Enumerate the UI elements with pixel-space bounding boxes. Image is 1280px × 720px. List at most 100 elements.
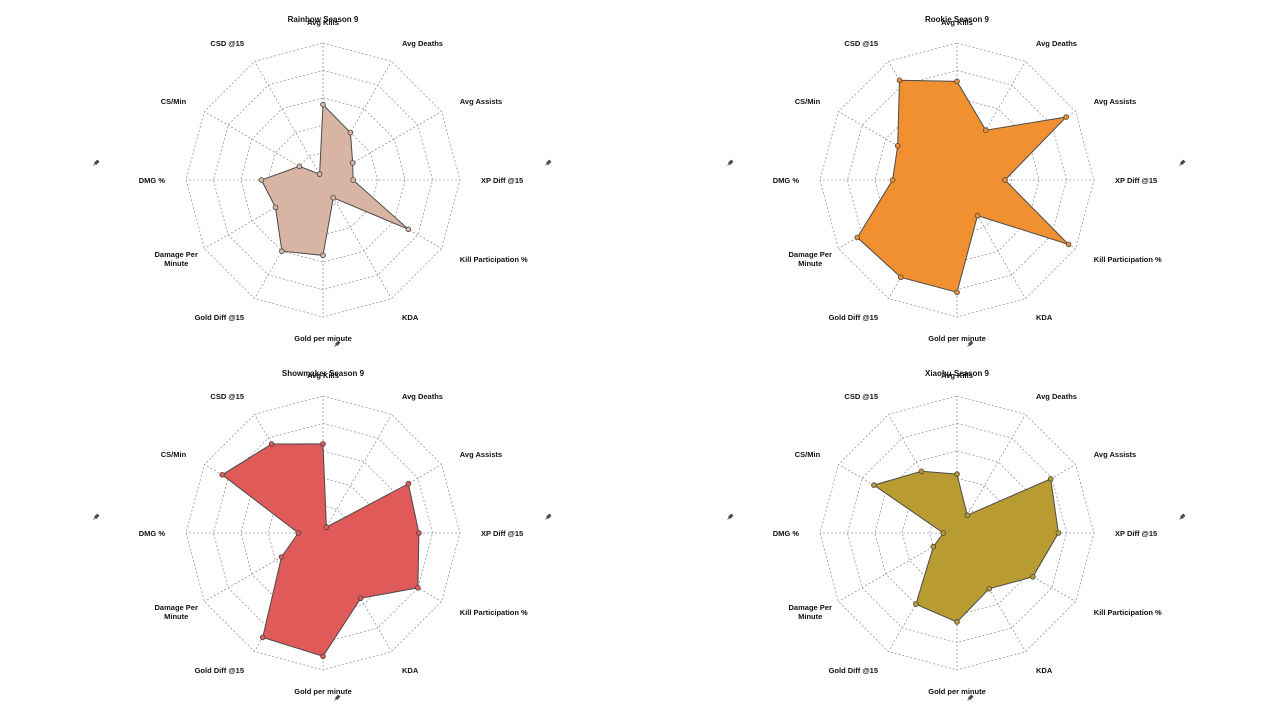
- axis-label: DMG %: [773, 529, 800, 538]
- data-point: [272, 204, 279, 211]
- axis-label: CSD @15: [844, 39, 878, 48]
- data-point: [296, 163, 303, 170]
- data-point: [896, 77, 903, 84]
- grid-spoke: [204, 111, 324, 181]
- axis-label: KDA: [402, 313, 419, 322]
- data-point: [954, 471, 960, 477]
- axis-label: CS/Min: [795, 97, 821, 106]
- grid-spoke: [322, 111, 442, 181]
- data-point: [357, 595, 364, 602]
- data-point: [405, 226, 412, 233]
- data-point: [323, 524, 330, 530]
- data-point: [278, 554, 285, 560]
- pin-icon: [727, 513, 734, 520]
- data-point: [416, 530, 422, 536]
- axis-label: Avg Assists: [1094, 450, 1136, 459]
- data-point: [940, 530, 947, 536]
- data-point: [954, 619, 960, 625]
- data-point: [897, 274, 904, 281]
- data-point: [1047, 476, 1054, 482]
- axis-label: Avg Deaths: [1036, 392, 1077, 401]
- series-area: [221, 443, 420, 657]
- panel-title: Showmaker Season 9: [282, 369, 365, 378]
- data-point: [219, 471, 226, 478]
- axis-label: XP Diff @15: [1115, 529, 1157, 538]
- axis-label: KDA: [402, 666, 419, 675]
- axis-label: Damage Per Minute: [155, 603, 198, 621]
- axis-label: Avg Deaths: [1036, 39, 1077, 48]
- pin-icon: [545, 513, 552, 520]
- series-area: [856, 79, 1069, 293]
- data-point: [913, 601, 919, 607]
- axis-label: CSD @15: [844, 392, 878, 401]
- data-point: [954, 78, 960, 85]
- axis-label: CSD @15: [210, 39, 244, 48]
- pin-icon: [334, 694, 341, 701]
- data-point: [871, 482, 877, 488]
- data-point: [320, 101, 326, 108]
- pin-icon: [93, 159, 100, 166]
- data-point: [889, 177, 896, 183]
- panel-title: Xiaohu Season 9: [925, 369, 990, 378]
- axis-label: DMG %: [773, 176, 800, 185]
- data-point: [330, 195, 337, 201]
- axis-label: KDA: [1036, 313, 1053, 322]
- grid-spoke: [322, 61, 392, 181]
- data-point: [1063, 114, 1069, 120]
- data-point: [1065, 241, 1072, 248]
- grid-ring: [267, 124, 379, 236]
- pin-icon: [727, 159, 734, 166]
- data-point: [259, 634, 266, 641]
- data-point: [316, 171, 323, 177]
- axis-label: Avg Kills: [307, 371, 339, 380]
- axis-label: Gold per minute: [294, 687, 352, 696]
- pin-icon: [967, 340, 974, 347]
- axis-label: XP Diff @15: [481, 176, 523, 185]
- grid-spoke: [838, 532, 958, 602]
- axis-label: DMG %: [139, 529, 166, 538]
- axis-label: CS/Min: [795, 450, 821, 459]
- series-area: [872, 470, 1059, 623]
- grid-spoke: [322, 414, 392, 534]
- axis-label: Avg Deaths: [402, 39, 443, 48]
- axis-label: Gold Diff @15: [829, 666, 878, 675]
- data-point: [986, 585, 992, 592]
- pin-icon: [1179, 513, 1186, 520]
- data-point: [954, 289, 960, 296]
- axis-label: Kill Participation %: [1094, 608, 1162, 617]
- data-point: [320, 252, 326, 259]
- series-area: [260, 103, 409, 256]
- axis-label: Avg Assists: [460, 450, 502, 459]
- data-point: [349, 160, 356, 166]
- axis-label: Avg Kills: [941, 371, 973, 380]
- grid-spoke: [956, 61, 1026, 181]
- panel-title: Rainbow Season 9: [288, 15, 359, 24]
- axis-label: CSD @15: [210, 392, 244, 401]
- axis-label: Avg Assists: [1094, 97, 1136, 106]
- axis-label: Avg Assists: [460, 97, 502, 106]
- axis-label: Gold Diff @15: [829, 313, 878, 322]
- data-point: [1055, 530, 1062, 536]
- pin-icon: [334, 340, 341, 347]
- pin-icon: [967, 694, 974, 701]
- axis-label: Gold per minute: [294, 334, 352, 343]
- axis-label: Avg Kills: [307, 18, 339, 27]
- axis-label: Gold per minute: [928, 687, 986, 696]
- grid-spoke: [204, 532, 324, 602]
- data-point: [1002, 177, 1008, 183]
- panel-title: Rookie Season 9: [925, 15, 990, 24]
- axis-label: KDA: [1036, 666, 1053, 675]
- axis-label: Gold Diff @15: [195, 313, 244, 322]
- data-point: [894, 143, 901, 149]
- grid-spoke: [254, 61, 324, 181]
- data-point: [974, 212, 981, 219]
- axis-label: CS/Min: [161, 97, 187, 106]
- pin-icon: [1179, 159, 1186, 166]
- data-point: [964, 512, 971, 518]
- data-point: [295, 530, 302, 536]
- grid-spoke: [322, 179, 392, 299]
- axis-label: Damage Per Minute: [789, 603, 832, 621]
